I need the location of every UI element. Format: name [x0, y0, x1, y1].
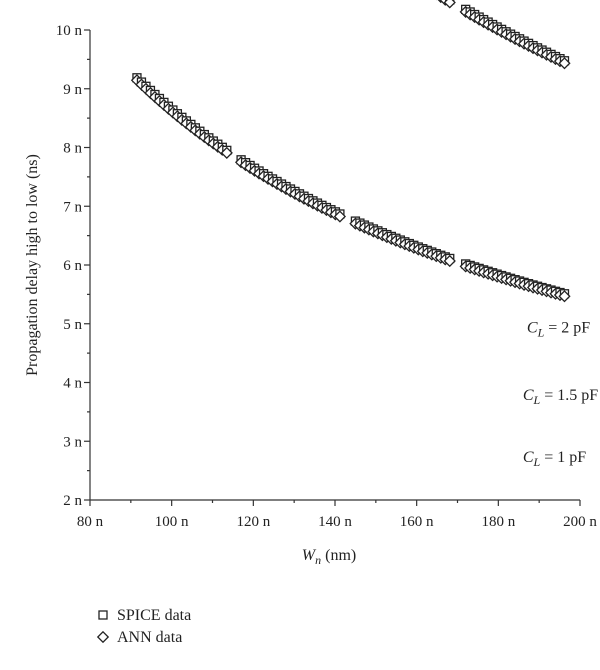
- ann-point: [443, 0, 456, 9]
- x-tick-label: 80 n: [77, 514, 104, 530]
- data-marks: [130, 0, 571, 303]
- ann-point: [220, 146, 233, 159]
- y-tick-label: 8 n: [63, 141, 82, 157]
- y-tick-label: 10 n: [56, 23, 83, 39]
- legend-square-marker: [98, 610, 108, 620]
- y-tick-label: 7 n: [63, 199, 82, 215]
- x-axis-title: Wn (nm): [302, 547, 356, 567]
- ann-point: [443, 254, 456, 268]
- x-tick-label: 160 n: [400, 514, 434, 530]
- legend-item: SPICE data: [98, 607, 191, 624]
- y-tick-label: 4 n: [63, 376, 82, 392]
- y-tick-label: 9 n: [63, 82, 82, 98]
- y-tick-label: 5 n: [63, 317, 82, 333]
- y-tick-label: 3 n: [63, 434, 82, 450]
- legend-diamond-marker: [96, 630, 110, 644]
- ann-point: [333, 210, 347, 223]
- y-axis-title: Propagation delay high to low (ns): [24, 154, 41, 376]
- x-tick-label: 120 n: [236, 514, 270, 530]
- legend-label: ANN data: [117, 629, 182, 646]
- series-labels: CL = 2 pF CL = 1.5 pF CL = 1 pF: [523, 320, 598, 469]
- ann-point: [558, 57, 571, 70]
- x-tick-label: 140 n: [318, 514, 352, 530]
- legend-item: ANN data: [96, 629, 182, 646]
- y-tick-label: 2 n: [63, 493, 82, 509]
- y-tick-label: 6 n: [63, 258, 82, 274]
- series-label: CL = 2 pF: [527, 320, 590, 340]
- x-tick-label: 200 n: [563, 514, 597, 530]
- axes: 2 n 3 n 4 n 5 n 6 n 7 n 8 n 9 n 10 n 80 n 100 n 120…: [24, 23, 597, 567]
- x-tick-label: 100 n: [155, 514, 189, 530]
- legend: SPICE data ANN data: [96, 607, 191, 646]
- x-tick-label: 180 n: [481, 514, 515, 530]
- series-label: CL = 1.5 pF: [523, 387, 598, 407]
- ann-point: [558, 290, 571, 303]
- series-cl-1pF: [130, 73, 571, 303]
- legend-label: SPICE data: [117, 607, 191, 624]
- series-label: CL = 1 pF: [523, 449, 586, 469]
- series-cl-1_5pF: [435, 0, 571, 70]
